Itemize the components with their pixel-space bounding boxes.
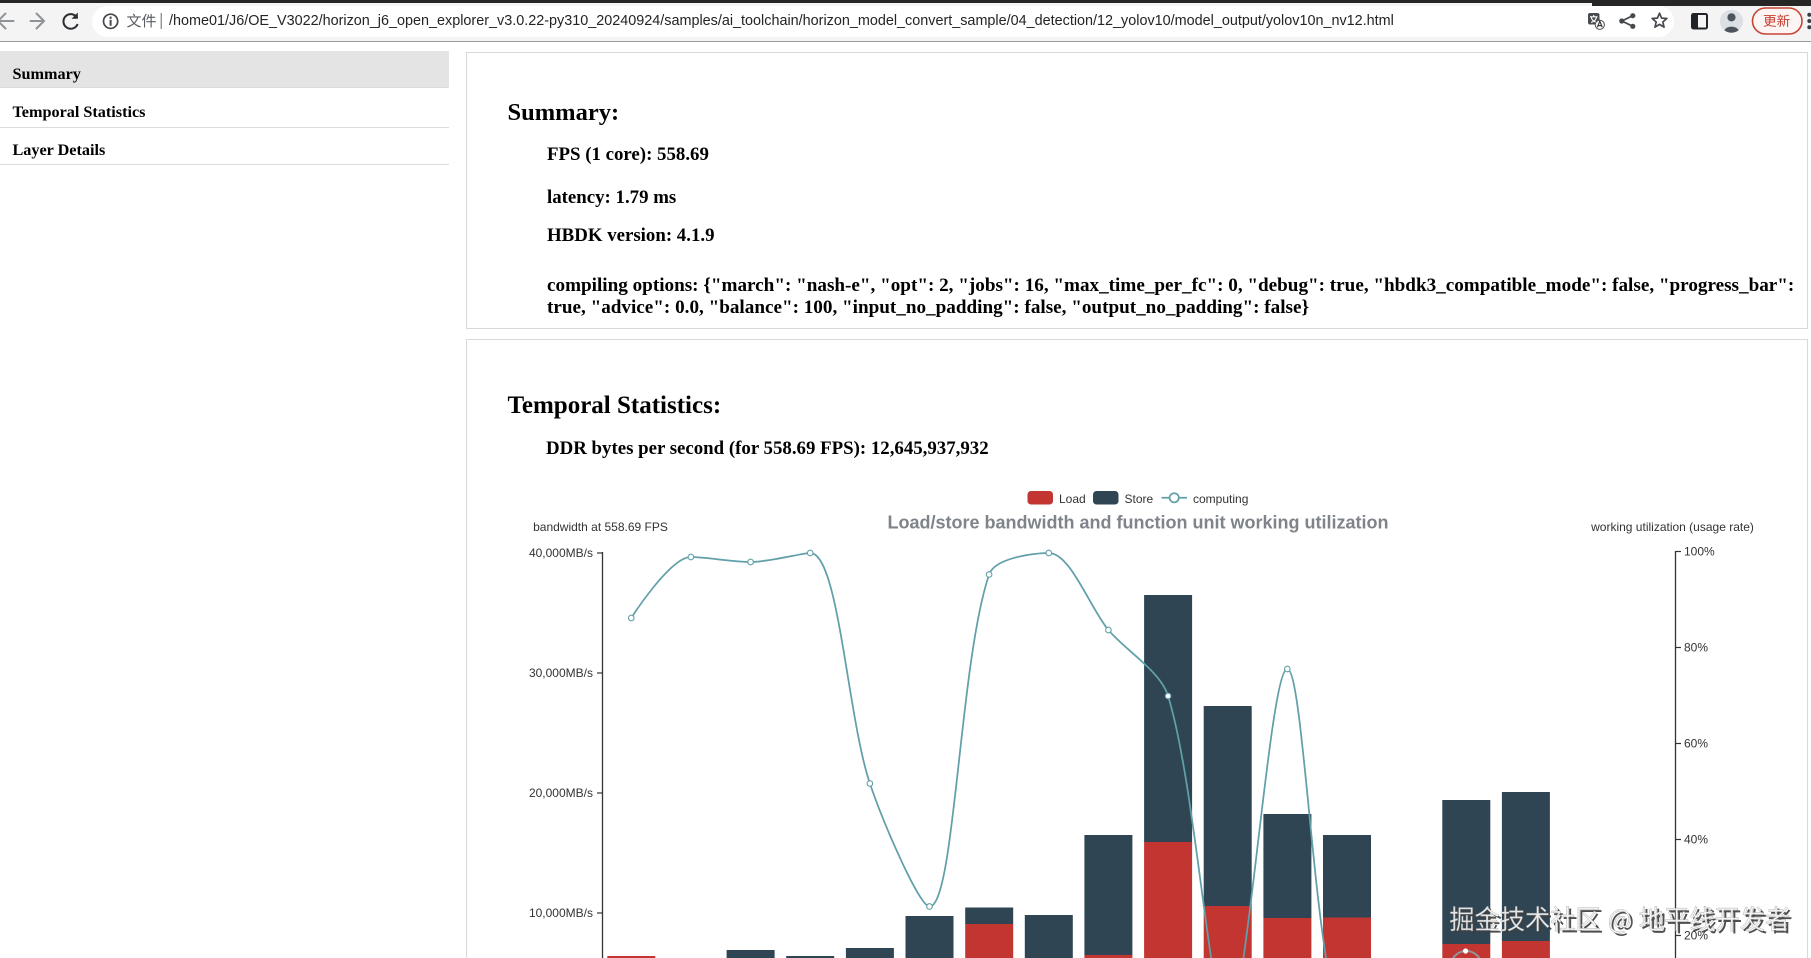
svg-text:100%: 100%: [1684, 545, 1715, 559]
svg-text:10,000MB/s: 10,000MB/s: [529, 906, 593, 920]
svg-text:60%: 60%: [1684, 737, 1708, 751]
svg-text:20,000MB/s: 20,000MB/s: [529, 786, 593, 800]
svg-text:Load/store bandwidth and funct: Load/store bandwidth and function unit w…: [888, 513, 1389, 533]
svg-text:40,000MB/s: 40,000MB/s: [529, 546, 593, 560]
svg-text:computing: computing: [1193, 492, 1248, 506]
svg-text:30,000MB/s: 30,000MB/s: [529, 666, 593, 680]
svg-text:80%: 80%: [1684, 641, 1708, 655]
svg-text:40%: 40%: [1684, 833, 1708, 847]
svg-text:working utilization (usage rat: working utilization (usage rate): [1590, 520, 1754, 534]
svg-text:Store: Store: [1125, 492, 1154, 506]
svg-text:bandwidth at 558.69 FPS: bandwidth at 558.69 FPS: [533, 520, 668, 534]
svg-text:Load: Load: [1059, 492, 1086, 506]
